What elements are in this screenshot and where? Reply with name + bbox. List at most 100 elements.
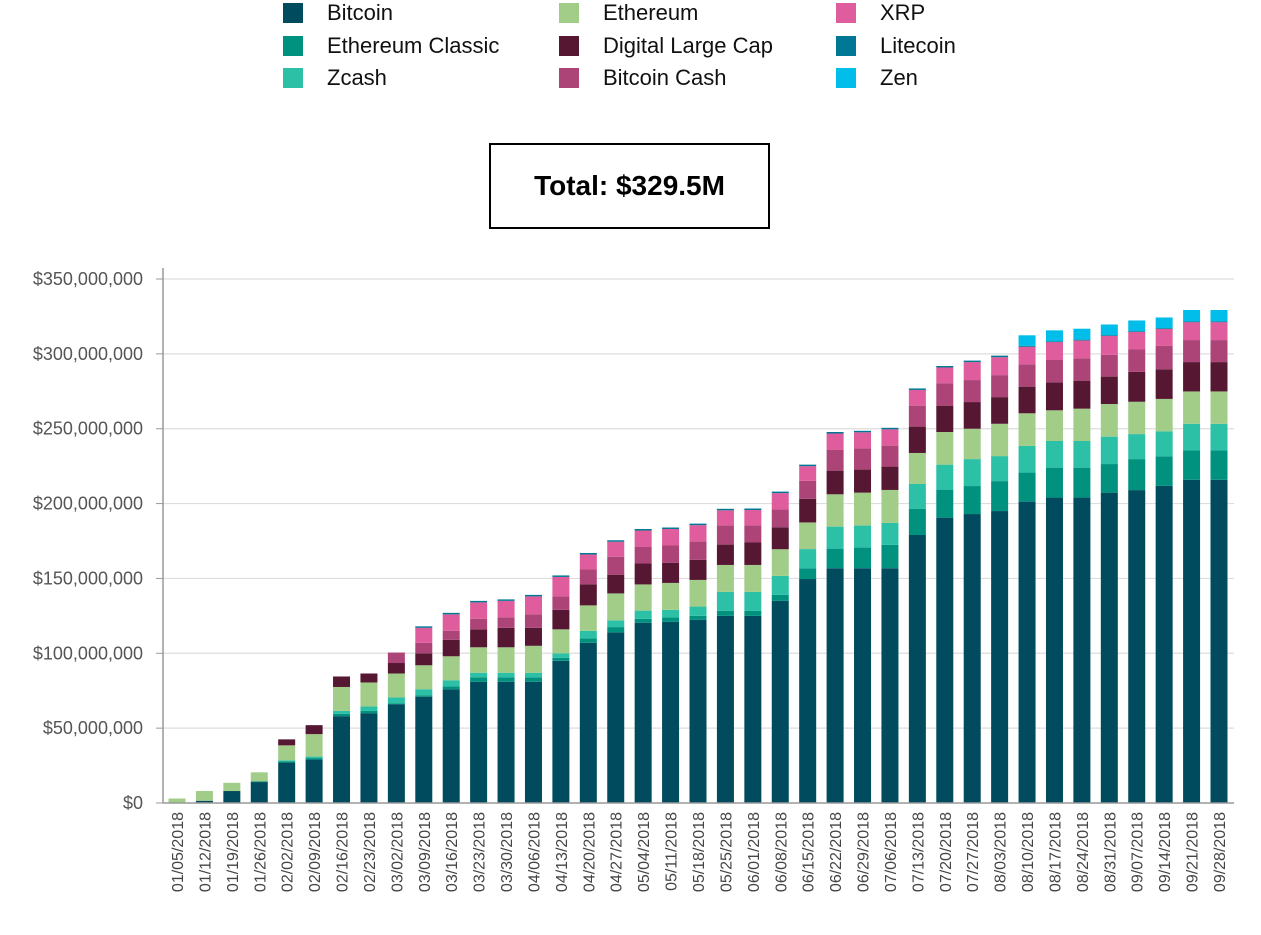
bar-stack	[333, 676, 351, 803]
bar-segment-digital-large-cap	[689, 559, 707, 580]
bar-segment-ethereum	[1128, 401, 1146, 435]
bar-segment-digital-large-cap	[1155, 369, 1173, 399]
bar-segment-bitcoin	[524, 681, 542, 803]
bar-segment-digital-large-cap	[716, 544, 734, 565]
bar-segment-bitcoin	[826, 568, 844, 803]
bar-stack	[415, 626, 433, 803]
bar-segment-litecoin	[854, 430, 872, 433]
bar-segment-xrp	[607, 541, 625, 557]
legend-label: Zcash	[327, 65, 387, 90]
bar-stack	[963, 360, 981, 803]
bar-segment-bitcoin	[333, 716, 351, 803]
bar-segment-zcash	[442, 680, 460, 687]
bar-segment-digital-large-cap	[1073, 380, 1091, 409]
bar-segment-litecoin	[826, 432, 844, 434]
bar-segment-xrp	[771, 493, 789, 510]
legend-swatch	[283, 3, 303, 23]
bar-segment-ethereum-classic	[689, 615, 707, 620]
bar-stack	[195, 791, 213, 803]
bar-segment-zcash	[1018, 445, 1036, 473]
x-tick-label: 08/31/2018	[1102, 812, 1119, 892]
bar-segment-ethereum	[1100, 404, 1118, 437]
bar-segment-ethereum-classic	[1100, 464, 1118, 493]
bar-segment-digital-large-cap	[470, 629, 488, 648]
bar-segment-digital-large-cap	[854, 469, 872, 493]
x-tick-label: 04/06/2018	[526, 812, 543, 892]
bar-segment-ethereum-classic	[854, 547, 872, 569]
x-tick-label: 08/03/2018	[993, 812, 1010, 892]
bar-segment-ethereum-classic	[442, 686, 460, 690]
legend-item: Zcash	[283, 65, 387, 91]
bar-segment-litecoin	[607, 540, 625, 542]
bar-segment-litecoin	[634, 529, 652, 531]
x-tick-label: 07/27/2018	[965, 812, 982, 892]
bar-segment-digital-large-cap	[826, 470, 844, 495]
bar-segment-digital-large-cap	[415, 653, 433, 666]
bar-segment-xrp	[991, 357, 1009, 376]
bar-segment-ethereum	[936, 432, 954, 465]
bar-segment-bitcoin	[1100, 492, 1118, 803]
bar-segment-ethereum-classic	[305, 758, 323, 760]
bar-segment-bitcoin	[771, 600, 789, 803]
bar-segment-litecoin	[497, 599, 515, 601]
bar-segment-bitcoin	[1045, 497, 1063, 803]
bar-segment-ethereum-classic	[278, 761, 296, 763]
bar-segment-ethereum-classic	[579, 638, 597, 643]
x-tick-label: 01/12/2018	[197, 812, 214, 892]
bar-segment-xrp	[1045, 342, 1063, 360]
bar-segment-bitcoin-cash	[689, 541, 707, 560]
bar-stack	[1155, 317, 1173, 803]
bar-segment-bitcoin	[470, 681, 488, 803]
bar-segment-xrp	[881, 429, 899, 446]
bar-segment-digital-large-cap	[881, 466, 899, 490]
bar-segment-zen	[1018, 335, 1036, 346]
bar-segment-digital-large-cap	[442, 639, 460, 657]
bar-segment-ethereum-classic	[360, 710, 378, 714]
bars	[168, 309, 1228, 803]
x-tick-label: 05/18/2018	[691, 812, 708, 892]
bar-segment-digital-large-cap	[744, 542, 762, 565]
bar-segment-ethereum-classic	[1128, 459, 1146, 491]
bar-segment-bitcoin-cash	[1183, 340, 1201, 363]
bar-segment-litecoin	[662, 527, 680, 530]
bar-stack	[360, 673, 378, 803]
bar-stack	[881, 427, 899, 803]
bar-segment-digital-large-cap	[1210, 362, 1228, 392]
x-tick-label: 02/09/2018	[307, 812, 324, 892]
x-tick-label: 08/17/2018	[1047, 812, 1064, 892]
bar-segment-bitcoin-cash	[1155, 345, 1173, 370]
bar-segment-zen	[1210, 309, 1228, 322]
bar-segment-zen	[1128, 320, 1146, 332]
bar-segment-ethereum	[881, 489, 899, 523]
bar-stack	[936, 365, 954, 803]
bar-segment-bitcoin-cash	[1045, 359, 1063, 383]
bar-segment-bitcoin	[1183, 479, 1201, 803]
bar-segment-digital-large-cap	[963, 402, 981, 429]
bar-segment-litecoin	[881, 427, 899, 430]
bar-segment-litecoin	[991, 355, 1009, 358]
y-tick-label: $150,000,000	[33, 568, 143, 588]
bar-segment-litecoin	[415, 626, 433, 628]
bar-segment-xrp	[936, 367, 954, 384]
bar-stack	[278, 739, 296, 803]
bar-segment-ethereum-classic	[470, 677, 488, 682]
bar-segment-ethereum-classic	[744, 610, 762, 616]
bar-segment-bitcoin	[250, 782, 268, 803]
bar-segment-bitcoin-cash	[662, 545, 680, 563]
bar-segment-xrp	[1018, 346, 1036, 365]
bar-segment-digital-large-cap	[799, 498, 817, 523]
bar-segment-digital-large-cap	[552, 609, 570, 630]
bar-segment-bitcoin	[854, 568, 872, 803]
total-label: Total: $329.5M	[534, 170, 725, 201]
bar-segment-litecoin	[1100, 335, 1118, 336]
bar-segment-bitcoin	[744, 615, 762, 803]
bar-segment-ethereum-classic	[250, 781, 268, 783]
bar-segment-xrp	[1183, 322, 1201, 341]
x-tick-label: 02/02/2018	[280, 812, 297, 892]
bar-stack	[552, 575, 570, 803]
bar-segment-digital-large-cap	[497, 627, 515, 648]
bar-segment-bitcoin	[360, 713, 378, 803]
bar-segment-ethereum	[497, 647, 515, 673]
bar-stack	[524, 594, 542, 803]
bar-segment-zcash	[1155, 431, 1173, 457]
